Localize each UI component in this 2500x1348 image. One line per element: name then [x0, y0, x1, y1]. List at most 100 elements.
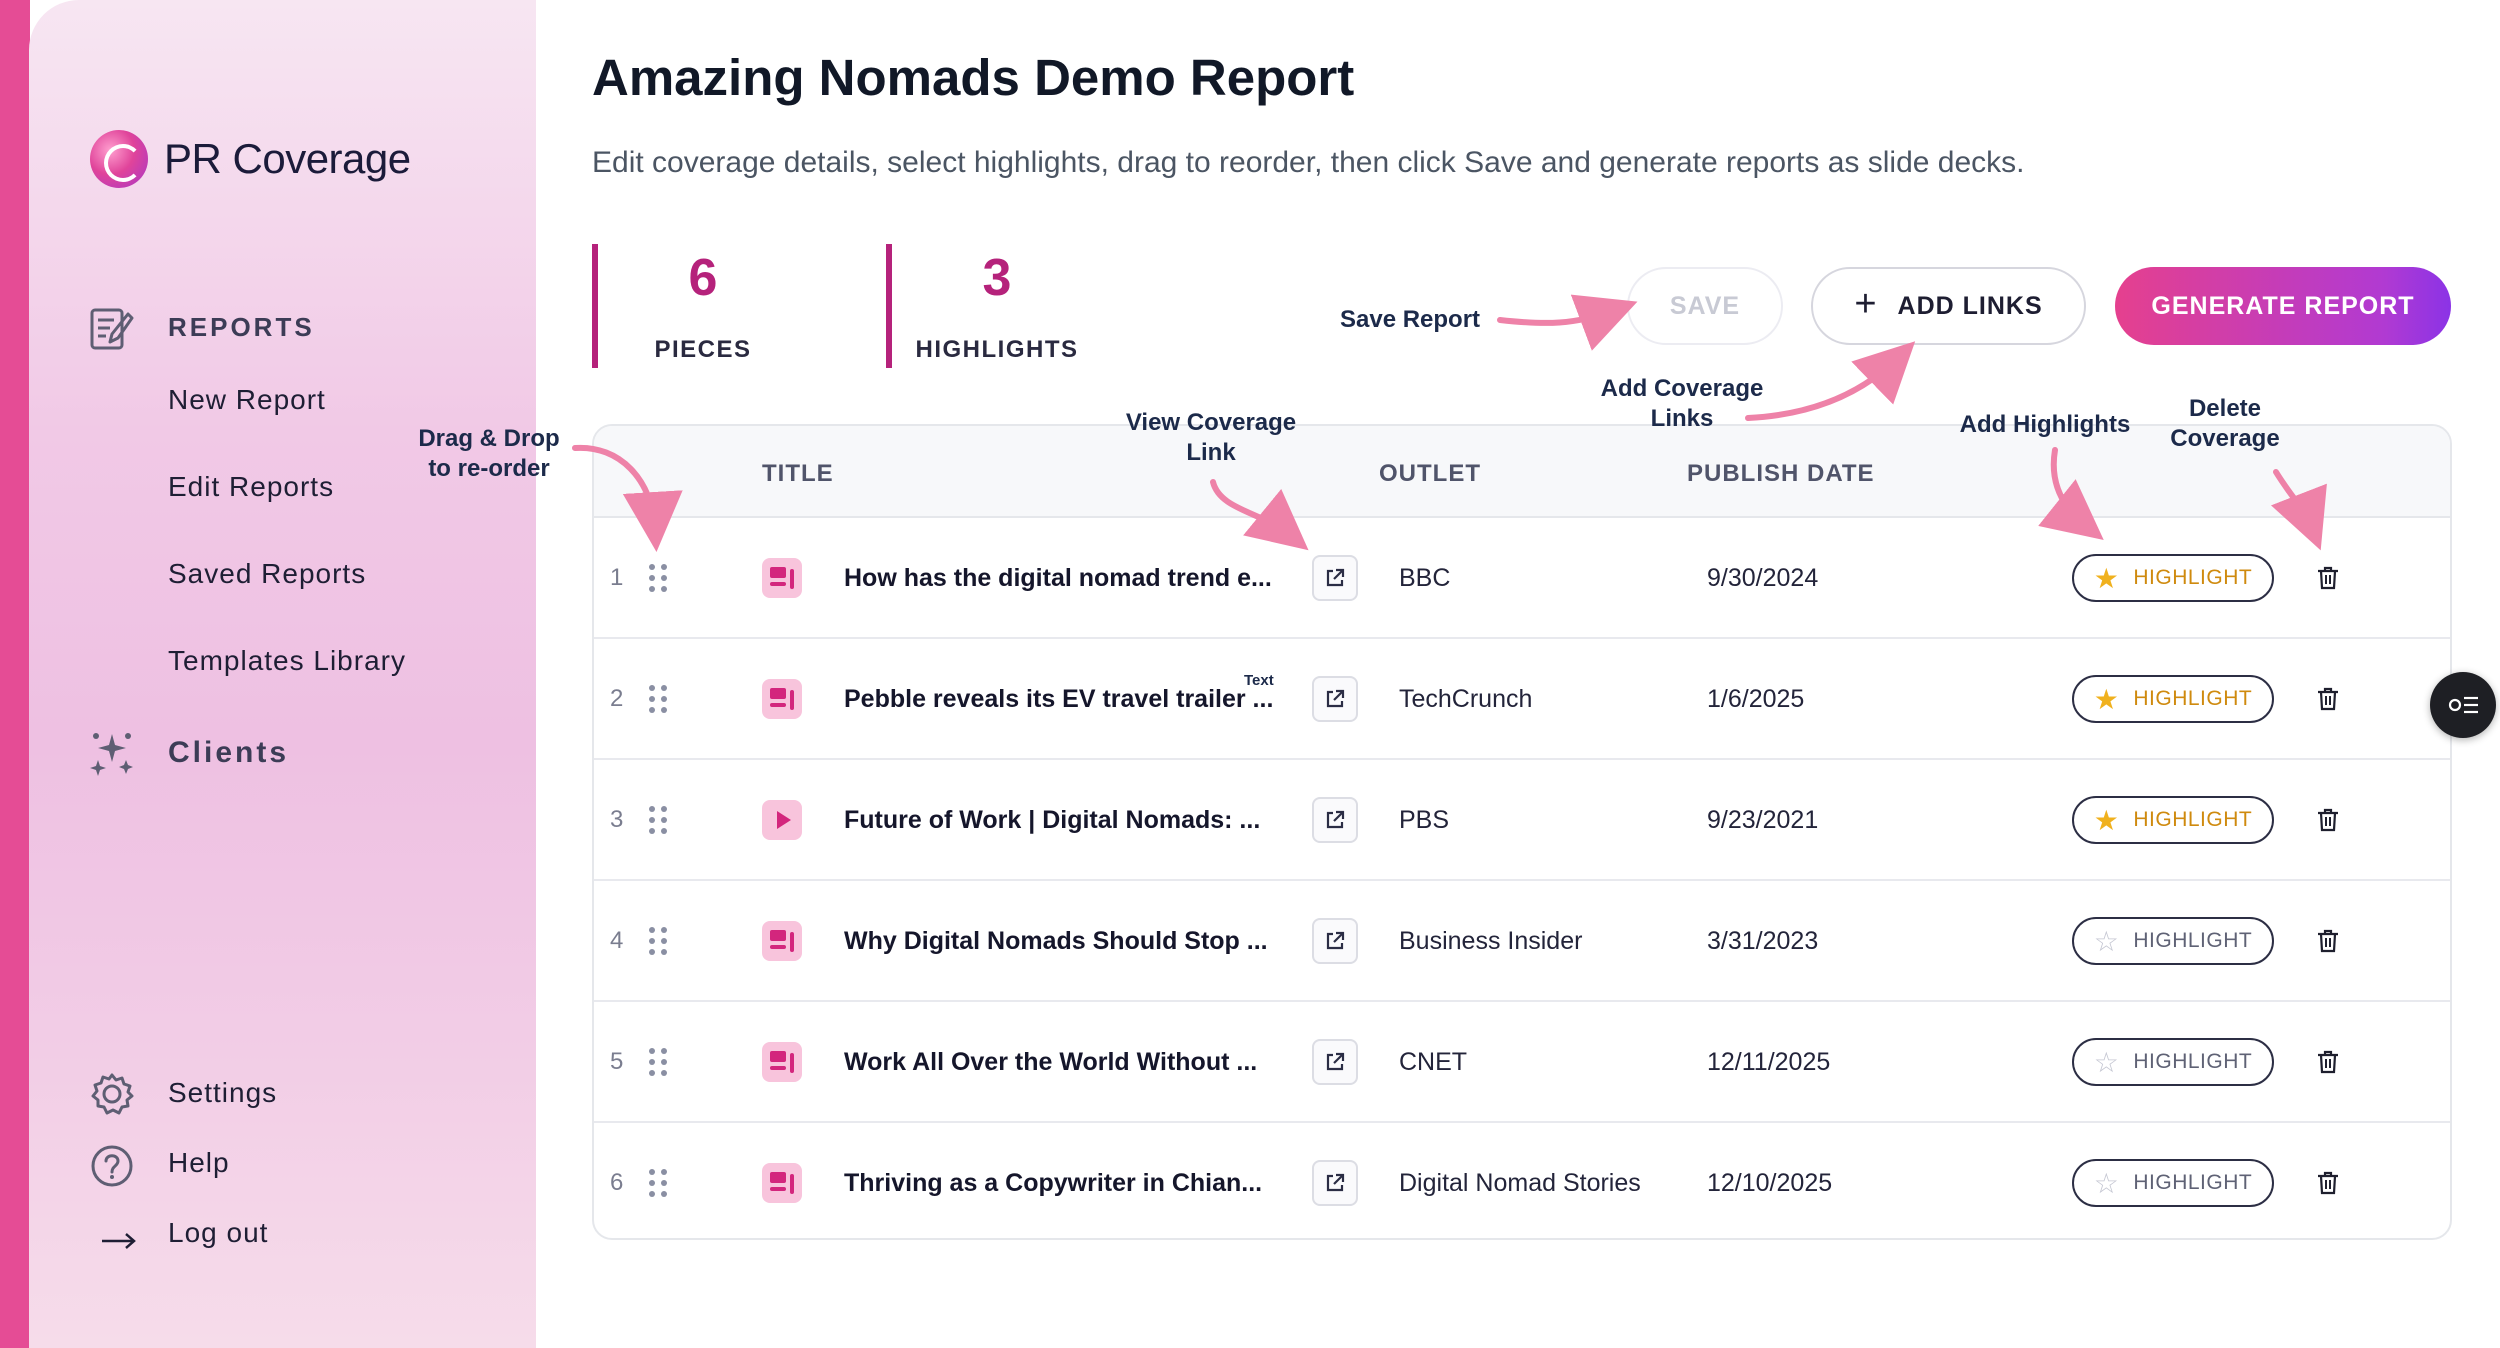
coverage-title[interactable]: How has the digital nomad trend e... [844, 563, 1272, 592]
annotation-add-highlights: Add Highlights [1959, 411, 2131, 438]
table-row[interactable]: 4 Why Digital Nomads Should Stop ... Bus… [594, 881, 2450, 1002]
external-link-icon [1312, 918, 1358, 964]
external-link-icon [1312, 1160, 1358, 1206]
stat-highlights: 3 HIGHLIGHTS [886, 244, 1102, 368]
coverage-title[interactable]: Future of Work | Digital Nomads: ... [844, 805, 1261, 834]
coverage-title[interactable]: Work All Over the World Without ... [844, 1047, 1258, 1076]
generate-report-label: GENERATE REPORT [2151, 291, 2415, 320]
external-link-icon [1312, 1039, 1358, 1085]
annotation-drag-drop: Drag & Drop to re-order [418, 425, 560, 482]
save-button[interactable]: SAVE [1627, 267, 1783, 345]
floating-toggle-button[interactable] [2430, 672, 2496, 738]
stat-highlights-value: 3 [982, 249, 1012, 307]
drag-handle-icon[interactable] [649, 881, 669, 1001]
star-icon: ☆ [2093, 1167, 2120, 1199]
coverage-type-icon [762, 518, 806, 638]
coverage-publish-date: 3/31/2023 [1707, 926, 1819, 955]
table-row[interactable]: 5 Work All Over the World Without ... CN… [594, 1002, 2450, 1123]
row-index: 5 [610, 1048, 624, 1075]
sidebar-item-edit-reports[interactable]: Edit Reports [168, 471, 335, 502]
plus-icon: + [1854, 282, 1878, 325]
trash-icon[interactable] [2316, 639, 2346, 759]
stat-pieces: 6 PIECES [592, 244, 808, 368]
coverage-type-icon [762, 881, 806, 1001]
save-button-label: SAVE [1669, 291, 1741, 320]
sidebar-item-new-report[interactable]: New Report [168, 384, 326, 415]
brand-name: PR Coverage [164, 135, 411, 182]
highlight-button[interactable]: ☆ HIGHLIGHT [2072, 1123, 2276, 1238]
sidebar-item-settings[interactable]: Settings [168, 1077, 278, 1108]
coverage-type-icon [762, 639, 806, 759]
highlight-button[interactable]: ☆ HIGHLIGHT [2072, 1002, 2276, 1122]
highlight-label: HIGHLIGHT [2133, 687, 2253, 710]
sidebar-item-clients[interactable]: Clients [168, 736, 290, 769]
sidebar-section-reports[interactable]: REPORTS [168, 312, 315, 342]
coverage-title[interactable]: Why Digital Nomads Should Stop ... [844, 926, 1268, 955]
coverage-outlet: TechCrunch [1399, 684, 1533, 713]
trash-icon[interactable] [2316, 760, 2346, 880]
coverage-outlet: Digital Nomad Stories [1399, 1168, 1641, 1197]
coverage-title[interactable]: Pebble reveals its EV travel trailer ... [844, 684, 1274, 713]
table-row[interactable]: 3 Future of Work | Digital Nomads: ... P… [594, 760, 2450, 881]
trash-icon[interactable] [2316, 1002, 2346, 1122]
coverage-type-icon [762, 1123, 806, 1238]
row-index: 1 [610, 564, 624, 591]
logo-icon [90, 130, 148, 188]
coverage-title[interactable]: Thriving as a Copywriter in Chian... [844, 1168, 1263, 1197]
highlight-button[interactable]: ★ HIGHLIGHT [2072, 518, 2276, 638]
column-header-title[interactable]: TITLE [762, 460, 834, 487]
drag-handle-icon[interactable] [649, 1002, 669, 1122]
external-link-icon [1312, 676, 1358, 722]
stat-highlights-label: HIGHLIGHTS [915, 336, 1079, 363]
drag-handle-icon[interactable] [649, 639, 669, 759]
sidebar-item-saved-reports[interactable]: Saved Reports [168, 558, 367, 589]
row-index: 3 [610, 806, 624, 833]
sidebar-item-help[interactable]: Help [168, 1147, 230, 1178]
coverage-publish-date: 9/23/2021 [1707, 805, 1819, 834]
row-index: 2 [610, 685, 624, 712]
coverage-type-icon [762, 1002, 806, 1122]
highlight-button[interactable]: ★ HIGHLIGHT [2072, 760, 2276, 880]
coverage-publish-date: 1/6/2025 [1707, 684, 1805, 713]
drag-handle-icon[interactable] [649, 518, 669, 638]
drag-handle-icon[interactable] [649, 1123, 669, 1238]
coverage-outlet: Business Insider [1399, 926, 1583, 955]
annotation-save-report: Save Report [1340, 306, 1481, 333]
highlight-button[interactable]: ★ HIGHLIGHT [2072, 639, 2276, 759]
table-row[interactable]: 6 Thriving as a Copywriter in Chian... D… [594, 1123, 2450, 1238]
coverage-publish-date: 12/10/2025 [1707, 1168, 1833, 1197]
trash-icon[interactable] [2316, 518, 2346, 638]
external-link-button[interactable] [1312, 1002, 1358, 1122]
trash-icon[interactable] [2316, 1123, 2346, 1238]
external-link-button[interactable] [1312, 760, 1358, 880]
add-links-label: ADD LINKS [1897, 291, 2043, 320]
highlight-label: HIGHLIGHT [2133, 929, 2253, 952]
external-link-button[interactable] [1312, 639, 1358, 759]
coverage-outlet: CNET [1399, 1047, 1468, 1076]
star-icon: ★ [2093, 804, 2120, 836]
sidebar-item-templates-library[interactable]: Templates Library [168, 645, 406, 676]
column-header-outlet[interactable]: OUTLET [1379, 460, 1481, 487]
table-row[interactable]: 1 How has the digital nomad trend e... B… [594, 518, 2450, 639]
external-link-button[interactable] [1312, 881, 1358, 1001]
sidebar-item-log-out[interactable]: Log out [168, 1217, 269, 1248]
highlight-button[interactable]: ☆ HIGHLIGHT [2072, 881, 2276, 1001]
column-header-publish-date[interactable]: PUBLISH DATE [1687, 460, 1875, 487]
star-icon: ☆ [2093, 925, 2120, 957]
external-link-button[interactable] [1312, 1123, 1358, 1238]
page-title: Amazing Nomads Demo Report [592, 49, 1355, 106]
star-icon: ☆ [2093, 1046, 2120, 1078]
toggle-list-icon [2448, 696, 2478, 714]
annotation-add-coverage-links: Add Coverage Links [1600, 375, 1764, 432]
brand-logo[interactable]: PR Coverage [90, 130, 411, 188]
generate-report-button[interactable]: GENERATE REPORT [2115, 267, 2451, 345]
drag-handle-icon[interactable] [649, 760, 669, 880]
add-links-button[interactable]: + ADD LINKS [1811, 267, 2086, 345]
external-link-button[interactable] [1312, 518, 1358, 638]
trash-icon[interactable] [2316, 881, 2346, 1001]
coverage-outlet: PBS [1399, 805, 1450, 834]
table-row[interactable]: 2 Pebble reveals its EV travel trailer .… [594, 639, 2450, 760]
annotation-delete-coverage: Delete Coverage [2170, 395, 2280, 452]
